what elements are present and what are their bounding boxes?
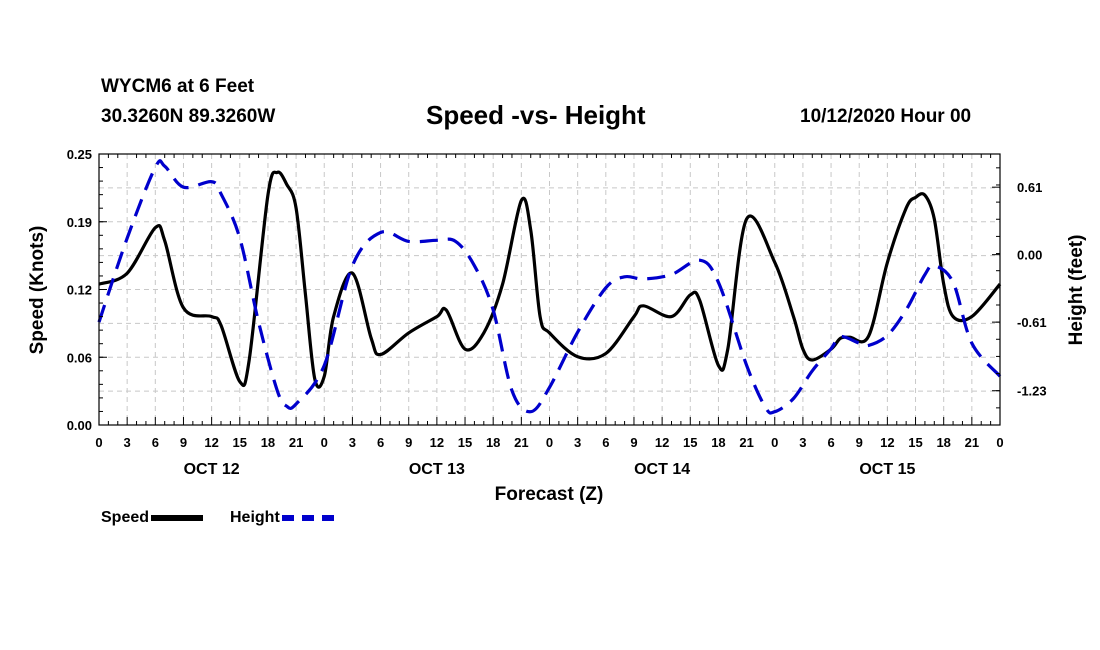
x-tick-label: 0 [546, 435, 553, 450]
x-tick-label: 21 [289, 435, 303, 450]
x-tick-label: 9 [180, 435, 187, 450]
x-tick-label: 6 [827, 435, 834, 450]
x-tick-label: 12 [655, 435, 669, 450]
y-left-tick-label: 0.25 [67, 147, 92, 162]
y-right-tick-label: 0.00 [1017, 248, 1042, 263]
series-line-speed [98, 170, 1002, 389]
x-tick-label: 18 [936, 435, 950, 450]
legend-height: Height [230, 509, 334, 527]
x-tick-label: 0 [95, 435, 102, 450]
y-left-tick-label: 0.00 [67, 418, 92, 433]
coordinates-label: 30.3260N 89.3260W [101, 106, 276, 127]
y-right-tick-label: 0.61 [1017, 180, 1042, 195]
series-line-height [97, 159, 1002, 415]
y-axis-right-label: Height (feet) [1066, 235, 1087, 346]
x-tick-label: 18 [711, 435, 725, 450]
x-tick-label: 3 [349, 435, 356, 450]
legend-speed-label: Speed [101, 509, 150, 526]
day-label: OCT 15 [859, 461, 915, 478]
axes: 0 3 6 9 12 15 18 21 0 3 6 9 12 15 18 21 0 3 6 9 12 15 18 21 0 3 6 9… [67, 147, 1047, 478]
x-tick-label: 21 [965, 435, 979, 450]
x-tick-label: 0 [996, 435, 1003, 450]
x-tick-label: 3 [799, 435, 806, 450]
x-tick-label: 12 [880, 435, 894, 450]
y-left-tick-label: 0.12 [67, 283, 92, 298]
legend-height-swatch [281, 514, 334, 521]
day-label: OCT 14 [634, 461, 690, 478]
x-tick-label: 0 [771, 435, 778, 450]
x-axis-label: Forecast (Z) [495, 484, 604, 505]
day-label: OCT 13 [409, 461, 465, 478]
day-label: OCT 12 [184, 461, 240, 478]
x-tick-label: 9 [405, 435, 412, 450]
x-tick-label: 18 [261, 435, 275, 450]
run-time-label: 10/12/2020 Hour 00 [800, 106, 972, 127]
x-tick-label: 6 [377, 435, 384, 450]
x-tick-label: 3 [574, 435, 581, 450]
x-tick-label: 9 [856, 435, 863, 450]
x-tick-label: 15 [458, 435, 472, 450]
x-tick-label: 3 [124, 435, 131, 450]
legend-height-label: Height [230, 509, 280, 526]
legend-speed: Speed [101, 509, 204, 527]
legend-speed-swatch [151, 514, 204, 521]
x-tick-label: 15 [233, 435, 247, 450]
x-tick-label: 0 [321, 435, 328, 450]
y-right-tick-label: -0.61 [1017, 315, 1047, 330]
x-tick-label: 18 [486, 435, 500, 450]
y-axis-left-label: Speed (Knots) [27, 226, 48, 355]
grid-lines [99, 154, 1000, 425]
y-left-tick-label: 0.06 [67, 350, 92, 365]
x-tick-label: 12 [204, 435, 218, 450]
y-right-tick-label: -1.23 [1017, 384, 1047, 399]
x-tick-label: 21 [514, 435, 528, 450]
y-left-tick-label: 0.19 [67, 215, 92, 230]
x-tick-label: 6 [602, 435, 609, 450]
x-tick-label: 9 [630, 435, 637, 450]
station-label: WYCM6 at 6 Feet [101, 76, 255, 97]
x-tick-label: 15 [908, 435, 922, 450]
x-tick-label: 21 [739, 435, 753, 450]
x-tick-label: 12 [430, 435, 444, 450]
x-tick-label: 15 [683, 435, 697, 450]
chart-title: Speed -vs- Height [426, 100, 646, 130]
series-layer [97, 159, 1002, 415]
x-tick-label: 6 [152, 435, 159, 450]
